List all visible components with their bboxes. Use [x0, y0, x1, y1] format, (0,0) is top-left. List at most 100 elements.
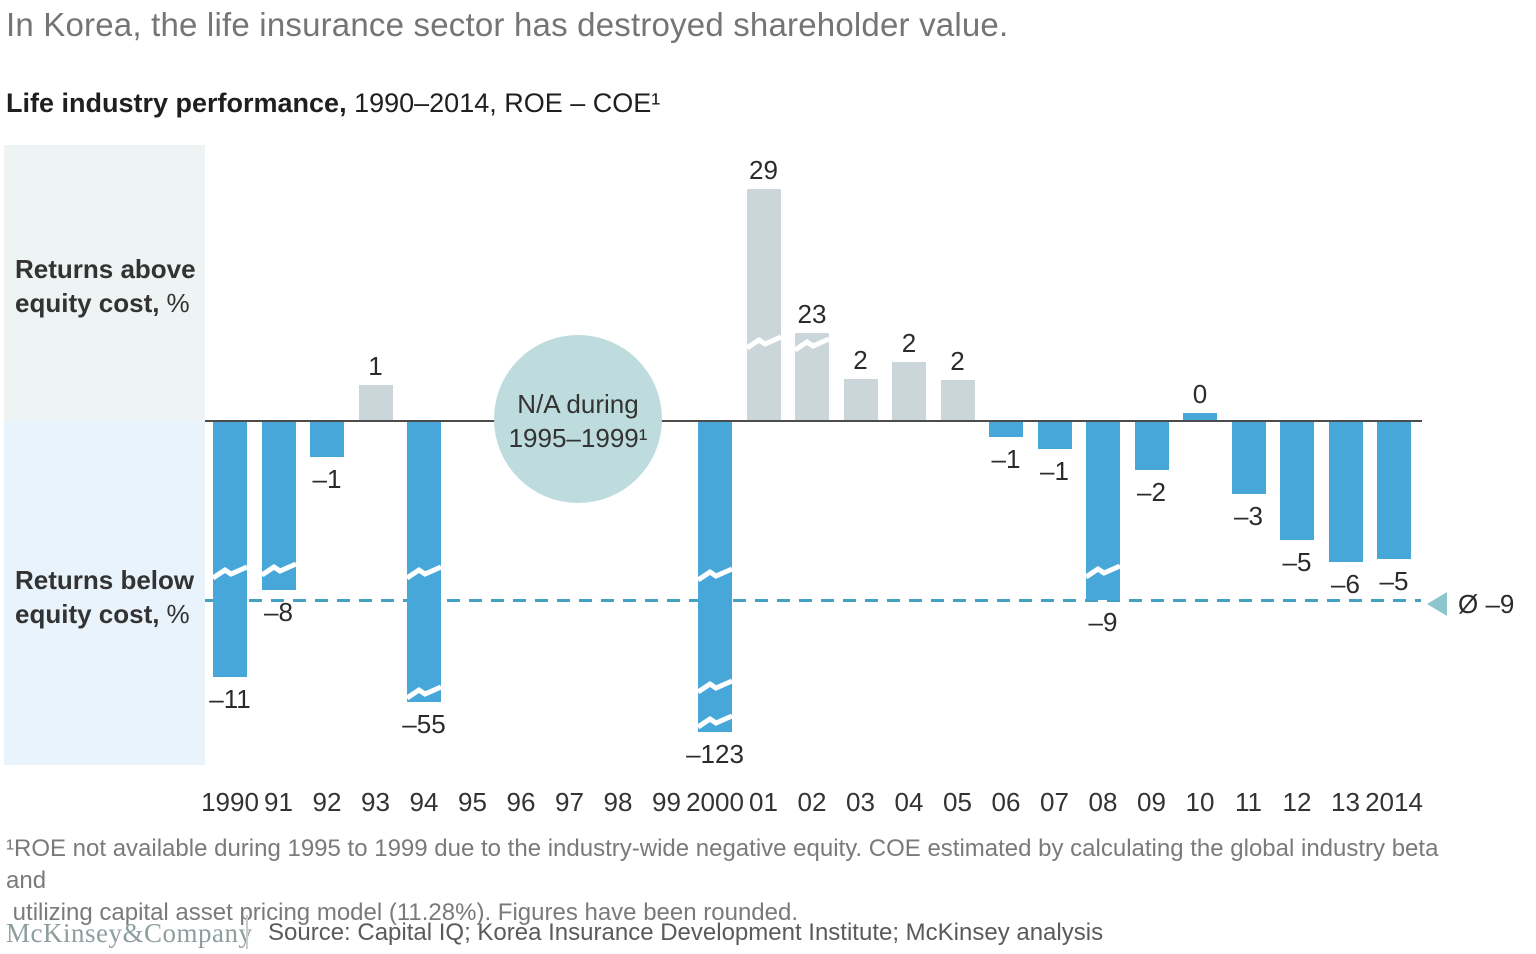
axis-break-icon [260, 561, 297, 578]
axis-break-icon [696, 678, 734, 695]
bar-13 [1328, 421, 1363, 562]
y-axis-label-above-text: Returns above equity cost, [15, 254, 196, 318]
positive-region-background [4, 145, 205, 421]
footnote: ¹ROE not available during 1995 to 1999 d… [6, 833, 1466, 929]
bar-11 [1231, 421, 1266, 494]
x-tick-05: 05 [943, 787, 972, 817]
x-tick-12: 12 [1282, 787, 1312, 817]
footnote-line2: utilizing capital asset pricing model (1… [6, 899, 799, 926]
bar-03 [843, 379, 878, 421]
chart-subtitle-rest: 1990–2014, ROE – COE¹ [346, 88, 661, 118]
chart-subtitle-bold: Life industry performance, [6, 88, 347, 118]
x-axis-line [205, 420, 1422, 422]
y-axis-label-below-text: Returns below equity cost, [15, 565, 195, 629]
x-tick-04: 04 [894, 787, 924, 817]
x-tick-95: 95 [458, 787, 487, 817]
average-arrow-icon [1427, 592, 1447, 616]
x-tick-1990: 1990 [201, 787, 259, 817]
y-axis-label-below-unit: % [166, 599, 190, 629]
value-label-03: 2 [853, 345, 868, 375]
x-tick-03: 03 [846, 787, 875, 817]
value-label-04: 2 [901, 328, 917, 358]
bar-06 [989, 421, 1023, 437]
x-tick-13: 13 [1331, 787, 1360, 817]
value-label-91: –8 [264, 597, 293, 627]
x-tick-11: 11 [1235, 787, 1262, 817]
value-label-13: –6 [1331, 569, 1360, 599]
axis-break-icon [793, 336, 831, 353]
footer-divider [246, 915, 248, 949]
axis-break-icon [745, 334, 782, 351]
value-label-09: –2 [1137, 477, 1166, 507]
x-tick-06: 06 [991, 787, 1021, 817]
footnote-line1: ¹ROE not available during 1995 to 1999 d… [6, 835, 1446, 894]
x-tick-96: 96 [506, 787, 536, 817]
bar-04 [892, 362, 926, 421]
bar-93 [358, 385, 393, 421]
value-label-2014: –5 [1379, 566, 1409, 596]
value-label-2000: –123 [686, 739, 744, 769]
bar-12 [1280, 421, 1314, 540]
x-tick-92: 92 [312, 787, 342, 817]
x-tick-91: 91 [264, 787, 293, 817]
value-label-11: –3 [1234, 501, 1263, 531]
na-circle-line1: N/A during [517, 389, 639, 419]
value-label-94: –55 [402, 709, 446, 739]
value-label-10: 0 [1192, 379, 1208, 409]
x-tick-98: 98 [603, 787, 633, 817]
bar-2014 [1377, 421, 1411, 559]
x-tick-10: 10 [1185, 787, 1215, 817]
value-label-93: 1 [368, 351, 383, 381]
bar-09 [1134, 421, 1169, 470]
chart-subtitle: Life industry performance, 1990–2014, RO… [6, 88, 660, 119]
x-tick-02: 02 [797, 787, 827, 817]
bar-91 [261, 421, 296, 590]
page-title: In Korea, the life insurance sector has … [6, 6, 1009, 43]
na-circle-text: N/A during 1995–1999¹ [509, 383, 648, 455]
value-label-06: –1 [991, 444, 1021, 474]
value-label-01: 29 [749, 155, 778, 185]
bar-07 [1037, 421, 1072, 449]
bar-10 [1183, 413, 1217, 421]
value-label-92: –1 [312, 464, 342, 494]
bar-92 [310, 421, 344, 457]
mckinsey-logo: McKinsey&Company [6, 918, 253, 948]
x-tick-01: 01 [749, 787, 778, 817]
footer: McKinsey&Company Source: Capital IQ; Kor… [6, 915, 1526, 951]
value-label-02: 23 [797, 299, 827, 329]
axis-break-icon [405, 684, 443, 701]
axis-break-icon [696, 713, 734, 730]
x-tick-2014: 2014 [1365, 787, 1423, 817]
source-line: Source: Capital IQ; Korea Insurance Deve… [268, 919, 1104, 946]
axis-break-icon [1084, 563, 1122, 580]
axis-break-icon [211, 564, 249, 581]
average-dashed-line [205, 599, 1421, 602]
axis-break-icon [696, 566, 734, 583]
bar-05 [940, 380, 975, 421]
y-axis-label-above: Returns above equity cost,% [15, 252, 205, 320]
x-tick-09: 09 [1137, 787, 1166, 817]
bar-94 [407, 421, 441, 702]
value-label-1990: –11 [209, 684, 251, 714]
x-tick-2000: 2000 [686, 787, 744, 817]
x-tick-07: 07 [1040, 787, 1069, 817]
value-label-12: –5 [1282, 547, 1312, 577]
x-tick-99: 99 [652, 787, 681, 817]
average-label: Ø –9 [1458, 589, 1515, 619]
x-tick-97: 97 [555, 787, 584, 817]
x-tick-94: 94 [409, 787, 439, 817]
bar-01 [746, 189, 781, 421]
value-label-07: –1 [1040, 456, 1069, 486]
na-circle: N/A during 1995–1999¹ [494, 335, 662, 503]
y-axis-label-above-unit: % [166, 288, 190, 318]
x-tick-08: 08 [1088, 787, 1118, 817]
x-tick-93: 93 [361, 787, 390, 817]
negative-region-background [4, 421, 205, 765]
value-label-08: –9 [1088, 607, 1118, 637]
bar-1990 [213, 421, 247, 677]
axis-break-icon [405, 564, 443, 581]
na-circle-line2: 1995–1999¹ [508, 423, 648, 453]
value-label-05: 2 [950, 346, 965, 376]
